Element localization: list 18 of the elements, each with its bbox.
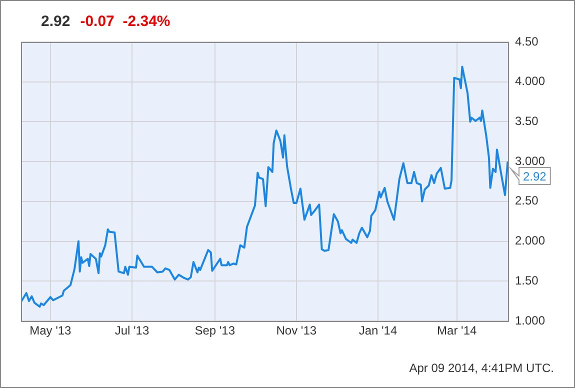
chart-title: 2.92 bbox=[41, 13, 70, 30]
x-tick-label: Jan '14 bbox=[358, 324, 398, 338]
y-tick-label: 3.50 bbox=[515, 114, 539, 128]
y-tick-label: 2.000 bbox=[515, 234, 546, 248]
y-tick-label: 1.000 bbox=[515, 313, 546, 328]
x-tick-label: Nov '13 bbox=[276, 324, 317, 338]
y-tick-label: 4.000 bbox=[515, 74, 546, 88]
x-tick-label: Mar '14 bbox=[437, 324, 477, 338]
y-tick-label: 4.50 bbox=[515, 34, 539, 48]
text: Apr 09 2014, 4:41PM UTC. bbox=[409, 361, 554, 375]
y-tick-label: 2.50 bbox=[515, 194, 539, 208]
x-tick-label: May '13 bbox=[30, 324, 72, 338]
chart-subtitle: -0.07 -2.34% bbox=[80, 13, 170, 30]
x-tick-label: Jul '13 bbox=[114, 324, 150, 338]
x-tick-label: Sep '13 bbox=[194, 324, 236, 338]
y-tick-label: 3.000 bbox=[515, 154, 546, 168]
annotation: 2.92 bbox=[523, 169, 547, 184]
y-tick-label: 1.50 bbox=[515, 273, 539, 288]
